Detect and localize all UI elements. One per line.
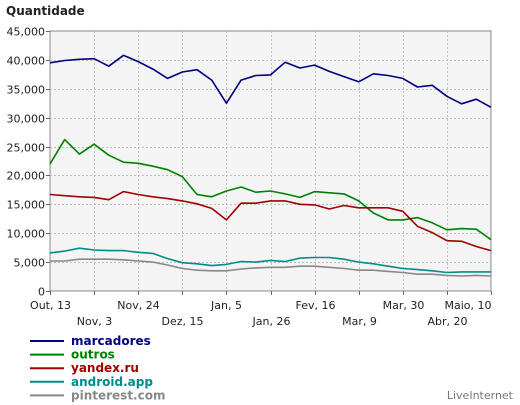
x-tick-label: Abr, 20 <box>427 315 467 328</box>
y-tick-label: 20,000 <box>7 170 46 183</box>
legend-label: yandex.ru <box>71 361 139 375</box>
series-line-pinterest-com <box>50 258 492 277</box>
grid-lines <box>50 31 491 291</box>
y-tick-label: 15,000 <box>7 199 46 212</box>
plot-background <box>49 30 492 292</box>
y-tick-label: 45,000 <box>7 26 46 39</box>
y-tick-label: 10,000 <box>7 228 46 241</box>
series-line-yandex-ru <box>49 190 492 252</box>
y-tick-label: 5,000 <box>14 257 46 270</box>
legend-label: pinterest.com <box>71 388 165 402</box>
y-tick-label: 0 <box>38 286 45 299</box>
legend-label: android.app <box>71 375 153 389</box>
y-tick-label: 40,000 <box>7 55 46 68</box>
series-lines <box>49 54 492 277</box>
legend-label: outros <box>71 348 115 362</box>
y-axis-ticks: 0 5,000 10,000 15,000 20,000 25,000 30,000 35,0… <box>7 26 50 299</box>
x-tick-label: Dez, 15 <box>161 315 203 328</box>
series-line-android-app <box>49 247 491 274</box>
y-axis-label: Quantidade <box>6 4 85 18</box>
series-line-marcadores <box>49 54 492 109</box>
y-tick-label: 35,000 <box>7 84 46 97</box>
x-tick-label: Jan, 26 <box>252 315 291 328</box>
y-tick-label: 30,000 <box>7 113 46 126</box>
series-line-outros <box>49 138 492 241</box>
y-tick-label: 25,000 <box>7 142 46 155</box>
legend-label: marcadores <box>71 334 151 348</box>
x-tick-label: Fev, 16 <box>296 299 336 312</box>
x-tick-label: Mar, 9 <box>342 315 377 328</box>
x-tick-label: Nov, 24 <box>117 299 159 312</box>
brand-label: LiveInternet <box>447 389 514 402</box>
x-axis-ticks: Out, 13 Nov, 24 Jan, 5 Fev, 16 Mar, 30 Maio, … <box>30 291 492 328</box>
x-tick-label: Out, 13 <box>30 299 71 312</box>
x-tick-label: Maio, 10 <box>444 299 491 312</box>
x-tick-label: Jan, 5 <box>210 299 242 312</box>
x-tick-label: Mar, 30 <box>383 299 425 312</box>
x-tick-label: Nov, 3 <box>77 315 112 328</box>
legend: marcadoresoutrosyandex.ruandroid.apppint… <box>30 334 165 402</box>
